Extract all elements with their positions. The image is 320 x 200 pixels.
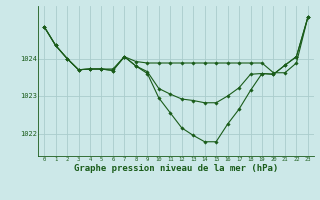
X-axis label: Graphe pression niveau de la mer (hPa): Graphe pression niveau de la mer (hPa) bbox=[74, 164, 278, 173]
